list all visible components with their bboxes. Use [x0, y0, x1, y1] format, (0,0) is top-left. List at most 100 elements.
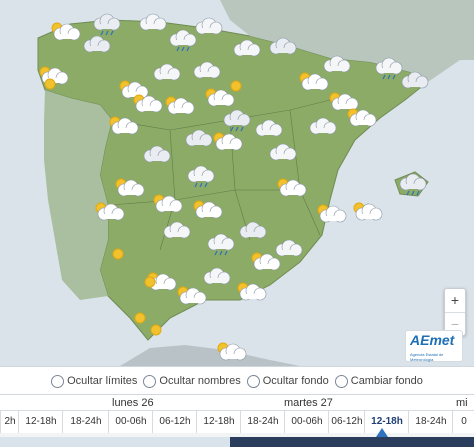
cloud-icon[interactable] [401, 71, 429, 89]
rain-icon [382, 74, 396, 80]
zoom-in-button[interactable]: + [450, 292, 460, 308]
hide-limits-label: Ocultar límites [67, 375, 138, 387]
sun-icon[interactable] [134, 312, 146, 324]
cloud-icon[interactable] [179, 287, 207, 305]
logo-text: AEmet [410, 332, 455, 348]
cloud-icon[interactable] [97, 203, 125, 221]
cloud-icon[interactable] [355, 203, 383, 221]
land-portugal [44, 90, 112, 300]
cloud-icon[interactable] [239, 221, 267, 239]
checkbox-icon[interactable] [246, 374, 260, 388]
rain-icon [176, 46, 190, 52]
hide-background-label: Ocultar fondo [262, 375, 329, 387]
cloud-icon[interactable] [323, 55, 351, 73]
timeline-slots: 2h 12-18h 18-24h 00-06h 06-12h 12-18h 18-24h 00… [0, 410, 474, 434]
timeline-track[interactable] [0, 433, 474, 447]
timeline-slot[interactable]: 00-06h [108, 411, 153, 433]
checkbox-icon[interactable] [143, 374, 157, 388]
cloud-icon[interactable] [167, 97, 195, 115]
timeline-slot[interactable]: 00-06h [284, 411, 329, 433]
cloud-icon[interactable] [255, 119, 283, 137]
checkbox-icon[interactable] [334, 374, 348, 388]
cloud-icon[interactable] [135, 95, 163, 113]
cloud-icon[interactable] [83, 35, 111, 53]
cloud-icon[interactable] [111, 117, 139, 135]
track-past [0, 437, 230, 447]
cloud-icon[interactable] [207, 233, 235, 251]
rain-icon [100, 30, 114, 36]
timeline: lunes 26 martes 27 mi 2h 12-18h 18-24h 00-0… [0, 394, 474, 447]
cloud-icon[interactable] [163, 221, 191, 239]
rain-icon [230, 126, 244, 132]
cloud-icon[interactable] [275, 239, 303, 257]
sun-icon[interactable] [112, 248, 124, 260]
cloud-icon[interactable] [239, 283, 267, 301]
cloud-icon[interactable] [269, 143, 297, 161]
cloud-icon[interactable] [331, 93, 359, 111]
map-options: Ocultar límites Ocultar nombres Ocultar … [0, 366, 474, 395]
zoom-control: + − [444, 288, 466, 336]
cloud-icon[interactable] [187, 165, 215, 183]
land-africa [120, 345, 300, 366]
cloud-icon[interactable] [143, 145, 171, 163]
timeline-slot[interactable]: 06-12h [328, 411, 365, 433]
timeline-slot[interactable]: 0 [452, 411, 474, 433]
timeline-slot[interactable]: 18-24h [240, 411, 285, 433]
rain-icon [406, 190, 420, 196]
timeline-slot[interactable]: 12-18h [196, 411, 241, 433]
cloud-icon[interactable] [169, 29, 197, 47]
cloud-icon[interactable] [121, 81, 149, 99]
track-future [230, 437, 474, 447]
aemet-logo: AEmet Agencia Estatal de Meteorología [405, 330, 463, 362]
weather-map[interactable] [0, 0, 474, 366]
cloud-icon[interactable] [185, 129, 213, 147]
rain-icon [194, 182, 208, 188]
cloud-icon[interactable] [93, 13, 121, 31]
timeline-slot[interactable]: 06-12h [152, 411, 197, 433]
timeline-slot[interactable]: 18-24h [62, 411, 109, 433]
cloud-icon[interactable] [117, 179, 145, 197]
timeline-slot[interactable]: 12-18h [364, 411, 409, 433]
cloud-icon[interactable] [139, 13, 167, 31]
timeline-slot[interactable]: 2h [0, 411, 19, 433]
cloud-icon[interactable] [195, 17, 223, 35]
cloud-icon[interactable] [375, 57, 403, 75]
change-background-toggle[interactable]: Cambiar fondo [334, 374, 423, 388]
rain-icon [214, 250, 228, 256]
cloud-icon[interactable] [193, 61, 221, 79]
cloud-icon[interactable] [53, 23, 81, 41]
cloud-icon[interactable] [215, 133, 243, 151]
cloud-icon[interactable] [155, 195, 183, 213]
hide-background-toggle[interactable]: Ocultar fondo [246, 374, 329, 388]
timeline-days: lunes 26 martes 27 mi [0, 397, 474, 413]
sun-icon[interactable] [150, 324, 162, 336]
cloud-icon[interactable] [153, 63, 181, 81]
zoom-out-button[interactable]: − [445, 312, 465, 336]
cloud-icon[interactable] [195, 201, 223, 219]
day-label-tuesday: martes 27 [284, 397, 333, 409]
cloud-icon[interactable] [207, 89, 235, 107]
cloud-icon[interactable] [203, 267, 231, 285]
cloud-icon[interactable] [349, 109, 377, 127]
cloud-icon[interactable] [279, 179, 307, 197]
timeline-slot[interactable]: 12-18h [18, 411, 63, 433]
cloud-icon[interactable] [223, 109, 251, 127]
cloud-icon[interactable] [233, 39, 261, 57]
hide-limits-toggle[interactable]: Ocultar límites [51, 374, 138, 388]
cloud-icon[interactable] [253, 253, 281, 271]
cloud-icon[interactable] [399, 173, 427, 191]
sun-icon[interactable] [230, 80, 242, 92]
day-label-monday: lunes 26 [112, 397, 154, 409]
cloud-icon[interactable] [219, 343, 247, 361]
hide-names-toggle[interactable]: Ocultar nombres [143, 374, 241, 388]
timeline-slot[interactable]: 18-24h [408, 411, 453, 433]
land-france [220, 0, 474, 84]
sun-icon[interactable] [144, 276, 156, 288]
sun-icon[interactable] [44, 78, 56, 90]
cloud-icon[interactable] [319, 205, 347, 223]
cloud-icon[interactable] [301, 73, 329, 91]
cloud-icon[interactable] [309, 117, 337, 135]
timeline-marker[interactable] [376, 428, 388, 437]
cloud-icon[interactable] [269, 37, 297, 55]
checkbox-icon[interactable] [51, 374, 65, 388]
